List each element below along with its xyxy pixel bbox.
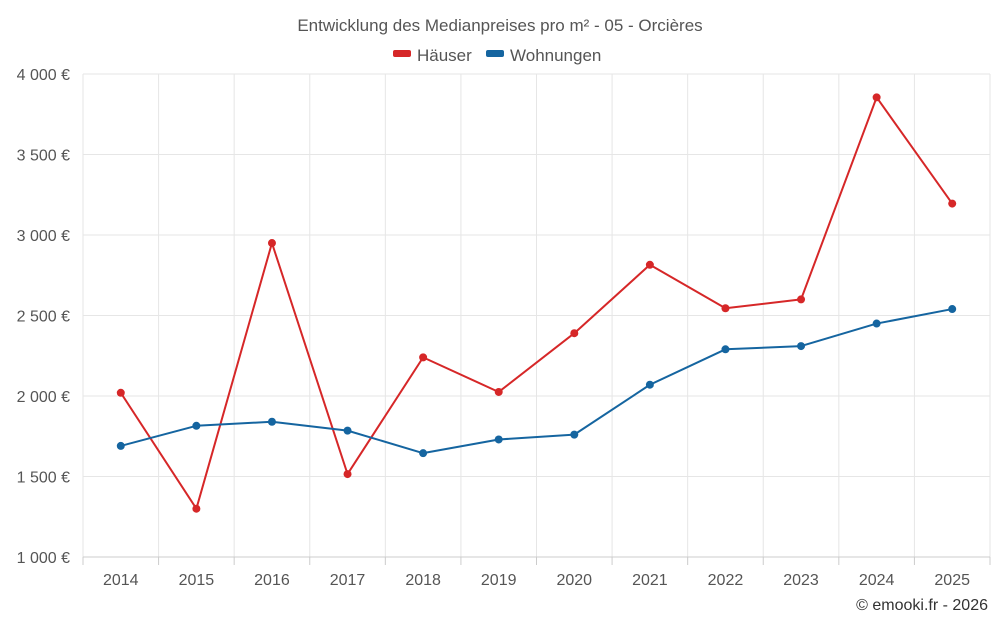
y-tick-label: 2 500 € [17, 309, 70, 326]
x-tick-label: 2016 [254, 572, 290, 589]
data-point-houses-2019[interactable] [494, 387, 503, 396]
x-axis-labels: 2014 2015 2016 2017 2018 2019 2020 2021 2022 2023… [103, 572, 970, 589]
data-point-apartments-2018[interactable] [419, 449, 428, 458]
data-point-houses-2021[interactable] [645, 260, 654, 269]
data-point-houses-2020[interactable] [570, 329, 579, 338]
x-tick-label: 2025 [934, 572, 970, 589]
data-point-apartments-2021[interactable] [645, 380, 654, 389]
x-tick-label: 2018 [405, 572, 441, 589]
x-tick-label: 2021 [632, 572, 668, 589]
legend-swatch-apartments [486, 50, 504, 57]
data-point-houses-2016[interactable] [267, 239, 276, 248]
data-point-apartments-2019[interactable] [494, 435, 503, 444]
data-point-apartments-2017[interactable] [343, 426, 352, 435]
legend-item-houses[interactable]: Häuser [393, 46, 472, 65]
grid [82, 73, 991, 565]
legend[interactable]: Häuser Wohnungen [393, 46, 601, 65]
legend-swatch-houses [393, 50, 411, 57]
chart-title: Entwicklung des Medianpreises pro m² - 0… [297, 16, 702, 35]
data-point-apartments-2020[interactable] [570, 430, 579, 439]
data-point-apartments-2015[interactable] [192, 421, 201, 430]
data-point-houses-2023[interactable] [797, 295, 806, 304]
data-point-houses-2025[interactable] [948, 199, 957, 208]
x-tick-label: 2017 [330, 572, 366, 589]
data-point-apartments-2024[interactable] [872, 319, 881, 328]
credit-text: © emooki.fr - 2026 [856, 597, 988, 614]
data-point-apartments-2025[interactable] [948, 305, 957, 314]
data-point-houses-2017[interactable] [343, 470, 352, 479]
data-point-apartments-2022[interactable] [721, 345, 730, 354]
x-tick-label: 2020 [556, 572, 592, 589]
x-tick-label: 2014 [103, 572, 139, 589]
data-point-houses-2022[interactable] [721, 304, 730, 313]
y-tick-label: 4 000 € [17, 67, 70, 84]
y-tick-label: 1 000 € [17, 550, 70, 567]
y-tick-label: 3 500 € [17, 148, 70, 165]
y-tick-label: 2 000 € [17, 389, 70, 406]
data-point-apartments-2014[interactable] [116, 441, 125, 450]
y-tick-label: 1 500 € [17, 470, 70, 487]
data-point-houses-2018[interactable] [419, 353, 428, 362]
series [116, 93, 957, 513]
x-tick-label: 2015 [179, 572, 215, 589]
x-tick-label: 2023 [783, 572, 819, 589]
data-point-houses-2024[interactable] [872, 93, 881, 102]
legend-item-apartments[interactable]: Wohnungen [486, 46, 601, 65]
data-point-apartments-2023[interactable] [797, 342, 806, 351]
series-line-houses[interactable] [119, 96, 954, 510]
y-tick-label: 3 000 € [17, 228, 70, 245]
data-point-houses-2014[interactable] [116, 388, 125, 397]
legend-label-houses: Häuser [417, 46, 472, 65]
data-point-houses-2015[interactable] [192, 504, 201, 513]
legend-label-apartments: Wohnungen [510, 46, 601, 65]
x-tick-label: 2024 [859, 572, 895, 589]
x-tick-label: 2019 [481, 572, 517, 589]
series-line-apartments[interactable] [120, 308, 953, 455]
y-axis-labels: 1 000 € 1 500 € 2 000 € 2 500 € 3 000 € 3 500… [17, 67, 70, 567]
data-point-apartments-2016[interactable] [267, 417, 276, 426]
x-tick-label: 2022 [708, 572, 744, 589]
